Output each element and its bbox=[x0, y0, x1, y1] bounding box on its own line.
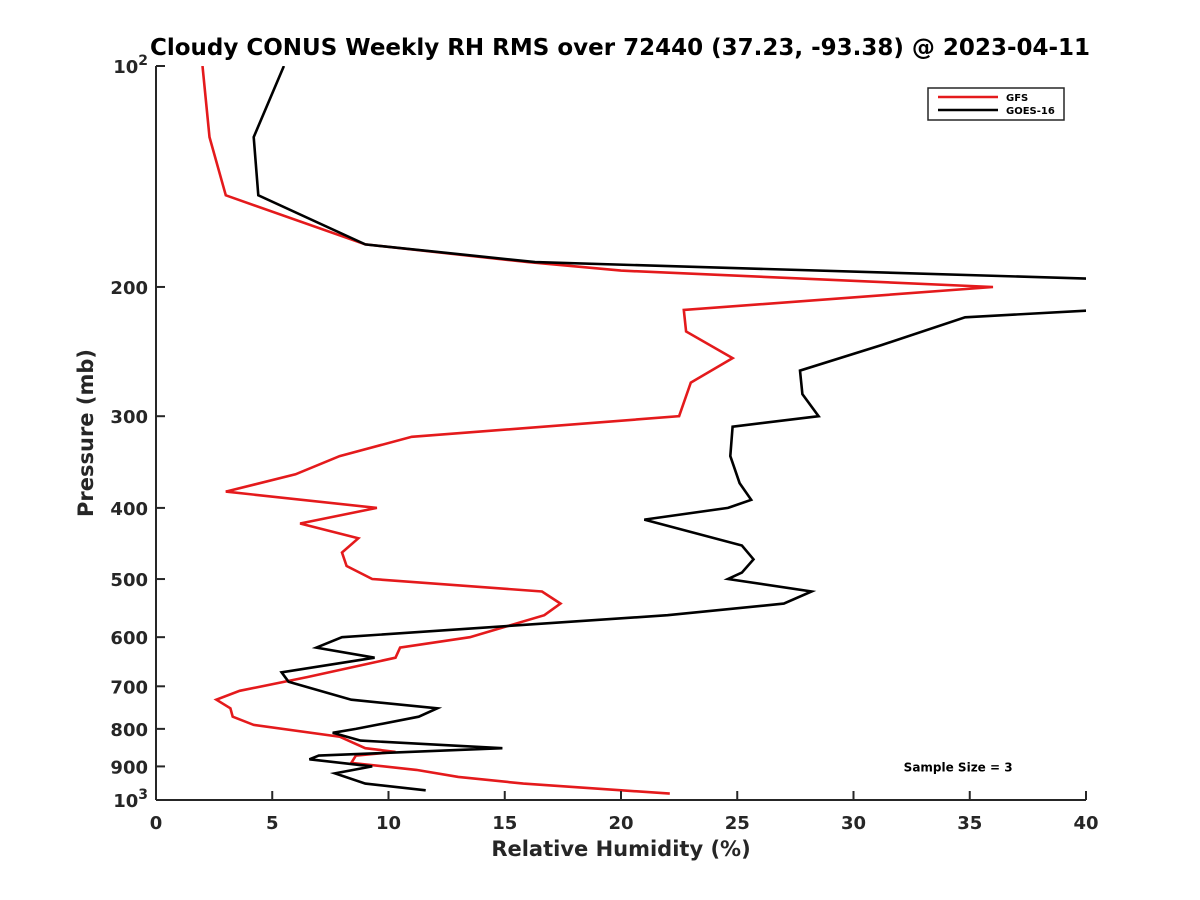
x-tick-label: 5 bbox=[266, 813, 279, 834]
y-tick-exponent: 2 bbox=[138, 53, 148, 69]
x-tick-label: 20 bbox=[608, 813, 633, 834]
y-tick-label: 500 bbox=[110, 570, 148, 591]
y-tick-label: 600 bbox=[110, 628, 148, 649]
y-tick-label: 400 bbox=[110, 499, 148, 520]
y-tick-label: 900 bbox=[110, 757, 148, 778]
y-tick-base: 10 bbox=[113, 791, 138, 812]
legend-label-goes16: GOES-16 bbox=[1006, 106, 1055, 117]
y-tick-label: 200 bbox=[110, 278, 148, 299]
x-tick-label: 10 bbox=[376, 813, 401, 834]
series-line bbox=[201, 66, 994, 795]
x-tick-label: 15 bbox=[492, 813, 517, 834]
y-tick-base: 10 bbox=[113, 57, 138, 78]
y-tick-label: 800 bbox=[110, 720, 148, 741]
legend: GFS GOES-16 bbox=[927, 87, 1065, 121]
y-tick-exponent: 3 bbox=[138, 787, 148, 803]
series-layer bbox=[201, 66, 1086, 795]
chart-title: Cloudy CONUS Weekly RH RMS over 72440 (3… bbox=[150, 35, 1090, 61]
y-tick-label: 102 bbox=[113, 53, 148, 78]
y-tick-label: 103 bbox=[113, 787, 148, 812]
x-tick-label: 0 bbox=[150, 813, 163, 834]
legend-label-gfs: GFS bbox=[1006, 93, 1028, 104]
x-tick-label: 35 bbox=[957, 813, 982, 834]
x-tick-label: 30 bbox=[841, 813, 866, 834]
x-tick-label: 25 bbox=[725, 813, 750, 834]
sample-size-annotation: Sample Size = 3 bbox=[904, 760, 1013, 774]
x-axis-label: Relative Humidity (%) bbox=[491, 837, 750, 861]
y-tick-label: 300 bbox=[110, 407, 148, 428]
x-tick-label: 40 bbox=[1073, 813, 1098, 834]
y-axis-label: Pressure (mb) bbox=[74, 349, 98, 517]
series-goes-16 bbox=[252, 66, 1086, 792]
y-tick-label: 700 bbox=[110, 677, 148, 698]
series-line bbox=[252, 66, 1086, 792]
legend-box bbox=[927, 87, 1065, 121]
annotations: Sample Size = 3 bbox=[904, 760, 1013, 774]
ticks: 0 5 10 15 20 25 30 35 40102200300400500600700800… bbox=[110, 53, 1098, 834]
series-gfs bbox=[201, 66, 994, 795]
